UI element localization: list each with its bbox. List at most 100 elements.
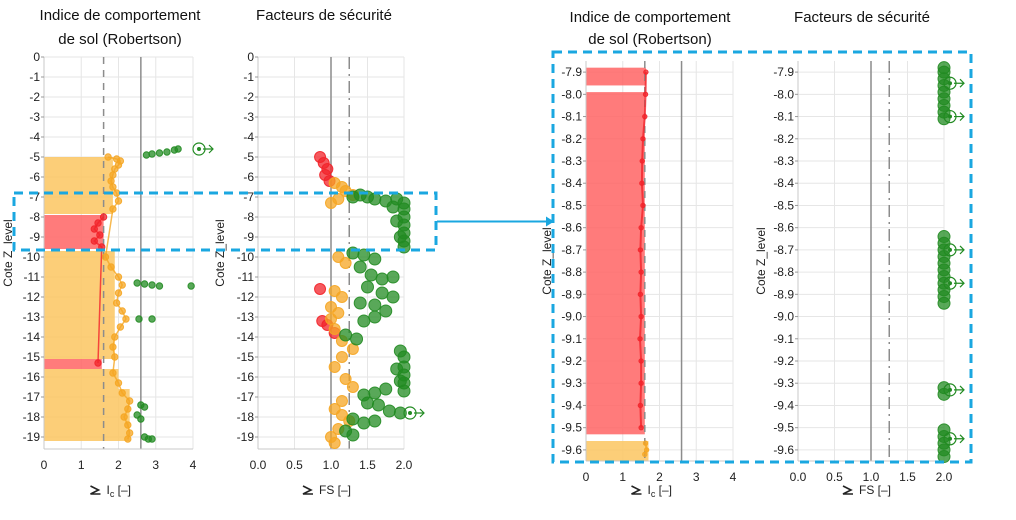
y-tick-label: -11 — [238, 270, 255, 284]
data-point-orange — [328, 361, 341, 373]
y-tick-label: -18 — [23, 410, 41, 424]
data-point-orange — [325, 313, 337, 325]
y-tick-label: 0 — [247, 50, 254, 64]
data-point-green — [375, 272, 389, 286]
y-tick-label: -8.7 — [773, 243, 794, 257]
y-tick-label: -9.6 — [773, 443, 794, 457]
x-tick-label: 1.5 — [359, 458, 376, 472]
y-tick-label: -12 — [23, 290, 41, 304]
data-point-green — [393, 406, 407, 420]
data-point-green — [382, 404, 396, 418]
x-tick-label: 4 — [730, 470, 737, 484]
y-tick-label: -19 — [237, 430, 255, 444]
y-tick-label: -9.2 — [773, 354, 794, 368]
y-tick-label: -8.7 — [561, 243, 582, 257]
y-tick-label: -8.6 — [773, 221, 794, 235]
x-tick-label: 1 — [78, 458, 85, 472]
data-point-green — [361, 396, 374, 410]
data-point-green — [350, 332, 364, 346]
integral-sigma-icon — [90, 485, 101, 495]
data-point-green — [361, 280, 374, 294]
data-point-green — [368, 252, 382, 266]
y-tick-label: -8.4 — [561, 176, 582, 190]
y-tick-label: -4 — [243, 130, 254, 144]
x-tick-label: 0.0 — [250, 458, 267, 472]
y-tick-label: -9.4 — [773, 398, 794, 412]
data-point-orange — [328, 437, 341, 449]
zoom-target-box — [551, 50, 973, 464]
data-point-green — [390, 214, 404, 228]
data-point-green — [393, 230, 407, 244]
y-tick-label: -9.6 — [561, 443, 582, 457]
chart-fs-zoom: Facteurs de sécurité -7.9 -8.0 -8.1 -8.2 -8.3… — [754, 9, 965, 497]
data-point-green — [379, 304, 393, 318]
soil-band-orange — [44, 389, 130, 441]
data-point-green — [140, 403, 149, 411]
y-tick-label: -8.9 — [561, 287, 582, 301]
off-scale-arrow-icon — [954, 434, 965, 444]
data-point-green — [135, 315, 143, 323]
data-point-green — [148, 281, 156, 289]
soil-band-red — [586, 67, 646, 86]
y-tick-label: -9 — [243, 230, 254, 244]
off-scale-marker-dot — [948, 81, 952, 86]
x-axis-label: FS [–] — [859, 483, 891, 497]
off-scale-arrow-icon — [954, 385, 965, 395]
data-point-green — [133, 279, 141, 287]
x-tick-label: 1.0 — [323, 458, 340, 472]
off-scale-marker-dot — [408, 411, 412, 415]
series-line-orange — [104, 156, 131, 440]
data-point-green — [148, 435, 156, 443]
y-tick-label: -13 — [23, 310, 41, 324]
chart-title-line: de sol (Robertson) — [588, 31, 711, 48]
integral-sigma-icon — [302, 485, 313, 495]
data-point-green — [375, 286, 389, 300]
y-tick-label: -9.1 — [561, 332, 582, 346]
data-point-green — [346, 412, 360, 426]
data-point-green — [155, 149, 164, 157]
off-scale-arrow-icon — [203, 144, 214, 154]
y-tick-label: -7 — [243, 190, 254, 204]
x-tick-label: 0.5 — [826, 470, 843, 484]
x-axis-label: Ic [–] — [107, 483, 132, 499]
y-tick-label: -9.5 — [773, 421, 794, 435]
y-tick-label: -9.5 — [561, 421, 582, 435]
data-point-green — [353, 296, 367, 310]
y-axis-label: Cote Z_level — [540, 227, 554, 294]
series-line-orange — [643, 443, 648, 455]
zoom-arrow-icon — [546, 216, 554, 227]
data-point-green — [368, 310, 382, 324]
y-tick-label: -2 — [243, 90, 254, 104]
y-tick-label: -3 — [29, 110, 40, 124]
x-tick-label: 1 — [619, 470, 626, 484]
x-tick-label: 0.0 — [790, 470, 807, 484]
x-tick-label: 2.0 — [396, 458, 413, 472]
y-tick-label: -8.1 — [561, 110, 582, 124]
data-point-green — [155, 282, 164, 290]
y-tick-label: -8.2 — [561, 132, 582, 146]
y-tick-label: -9.1 — [773, 332, 794, 346]
y-tick-label: -10 — [237, 250, 255, 264]
y-tick-label: -8.6 — [561, 221, 582, 235]
y-tick-label: -9.2 — [561, 354, 582, 368]
y-tick-label: -8.2 — [773, 132, 794, 146]
chart-robertson-full: Indice de comportement de sol (Robertson)… — [1, 7, 214, 499]
data-point-green — [140, 280, 149, 288]
off-scale-marker-dot — [948, 387, 952, 392]
data-point-green — [368, 414, 382, 428]
x-tick-label: 1.5 — [899, 470, 916, 484]
data-point-green — [357, 314, 371, 328]
x-tick-label: 2 — [656, 470, 663, 484]
data-point-green — [339, 328, 353, 342]
data-point-green — [364, 268, 378, 282]
y-tick-label: -12 — [237, 290, 255, 304]
x-tick-label: 1.0 — [863, 470, 880, 484]
x-tick-label: 0.5 — [286, 458, 303, 472]
y-tick-label: -8.0 — [773, 87, 794, 101]
y-tick-label: -1 — [29, 70, 40, 84]
data-point-green — [137, 415, 145, 423]
y-tick-label: -14 — [237, 330, 255, 344]
series-line-red — [638, 72, 647, 428]
off-scale-marker-dot — [948, 281, 952, 286]
